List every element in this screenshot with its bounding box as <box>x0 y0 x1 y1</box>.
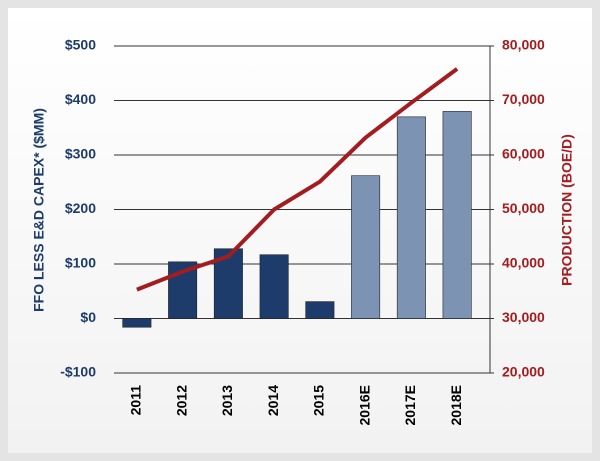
y2-tick-label: 80,000 <box>502 37 545 53</box>
y2-tick-label: 40,000 <box>502 255 545 271</box>
y-tick-label: -$100 <box>60 364 96 380</box>
y-tick-label: $0 <box>80 309 96 325</box>
x-tick-label: 2016E <box>356 385 372 425</box>
bar <box>305 301 335 319</box>
x-tick-label: 2013 <box>219 385 235 416</box>
x-tick-label: 2014 <box>265 385 281 416</box>
panel <box>8 8 592 453</box>
bar <box>122 318 152 328</box>
bar <box>396 116 426 319</box>
y2-tick-label: 50,000 <box>502 200 545 216</box>
y-tick-label: $300 <box>65 146 96 162</box>
x-tick-label: 2015 <box>311 385 327 416</box>
bar <box>259 254 289 319</box>
bar <box>442 111 472 319</box>
y2-tick-label: 30,000 <box>502 309 545 325</box>
y2-tick-label: 70,000 <box>502 91 545 107</box>
y-tick-label: $400 <box>65 91 96 107</box>
y-axis-label: FFO LESS E&D CAPEX* ($MM) <box>31 108 47 312</box>
x-tick-label: 2012 <box>173 385 189 416</box>
y2-axis-label: PRODUCTION (BOE/D) <box>559 134 575 286</box>
x-tick-label: 2018E <box>448 385 464 425</box>
y2-tick-label: 20,000 <box>502 364 545 380</box>
y-tick-label: $100 <box>65 255 96 271</box>
line <box>136 67 459 292</box>
y2-tick-label: 60,000 <box>502 146 545 162</box>
y-tick-label: $200 <box>65 200 96 216</box>
y-tick-label: $500 <box>65 37 96 53</box>
bar <box>351 175 381 319</box>
x-tick-label: 2011 <box>128 385 144 416</box>
x-tick-label: 2017E <box>402 385 418 425</box>
